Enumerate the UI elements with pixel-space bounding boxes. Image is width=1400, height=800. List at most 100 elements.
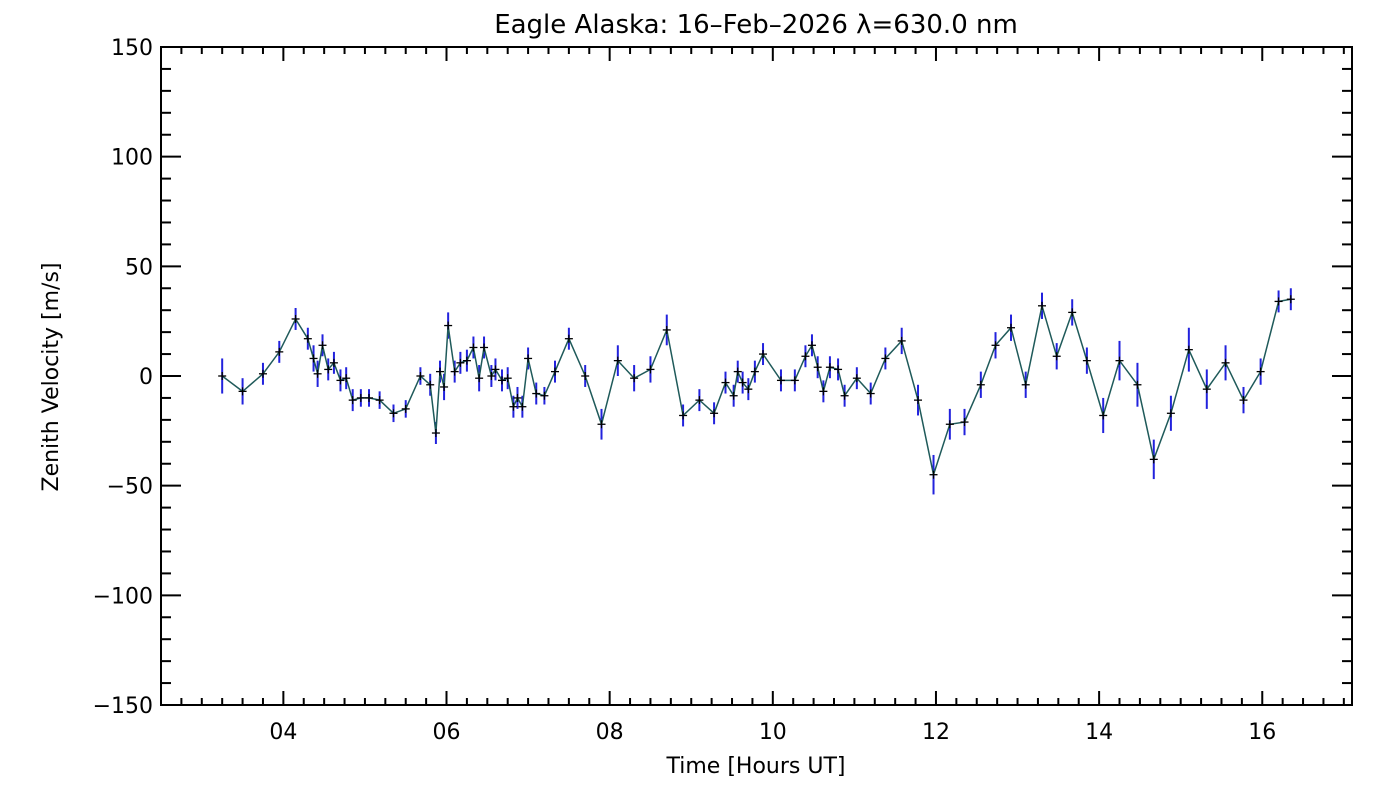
data-point: [819, 387, 828, 396]
y-tick-label: −100: [93, 584, 153, 609]
data-point: [275, 347, 284, 356]
data-point: [518, 402, 527, 411]
data-point: [435, 367, 444, 376]
data-point: [744, 385, 753, 394]
data-point: [389, 409, 398, 418]
data-point: [1115, 356, 1124, 365]
data-point: [462, 356, 471, 365]
data-point: [945, 420, 954, 429]
data-point: [416, 372, 425, 380]
data-point: [1256, 367, 1265, 376]
data-point: [581, 372, 590, 380]
data-point: [509, 402, 518, 411]
data-point: [238, 387, 247, 396]
data-point: [729, 391, 738, 400]
data-point: [1099, 411, 1108, 420]
data-point: [1202, 385, 1211, 394]
data-point: [1038, 301, 1047, 310]
data-point: [356, 393, 365, 402]
data-point: [1052, 352, 1061, 361]
data-point: [324, 365, 333, 374]
data-point: [866, 389, 875, 398]
data-point: [825, 363, 834, 372]
data-point: [852, 374, 861, 383]
data-point: [303, 334, 312, 343]
data-point: [1221, 358, 1230, 367]
data-point: [450, 367, 459, 376]
data-point: [426, 380, 435, 389]
data-point: [218, 372, 227, 380]
error-bars: [221, 288, 1292, 495]
data-point: [503, 374, 512, 383]
data-point: [807, 341, 816, 350]
data-point: [513, 393, 522, 402]
x-tick-label: 12: [922, 720, 950, 745]
data-point: [710, 409, 719, 418]
data-point: [630, 374, 639, 383]
data-point: [497, 376, 506, 385]
data-point: [551, 367, 560, 376]
x-tick-label: 14: [1085, 720, 1113, 745]
data-point: [840, 391, 849, 400]
data-point: [532, 389, 541, 398]
y-tick-label: −150: [93, 694, 153, 719]
x-axis-label: Time [Hours UT]: [666, 754, 846, 779]
data-point: [431, 429, 440, 438]
data-point: [776, 376, 785, 385]
data-point: [1166, 409, 1175, 418]
data-point: [1021, 380, 1030, 389]
data-point: [469, 343, 478, 352]
data-point: [309, 354, 318, 363]
data-point: [738, 378, 747, 387]
data-point: [444, 321, 453, 330]
y-axis-label: Zenith Velocity [m/s]: [39, 263, 64, 492]
axis-ticks: [160, 46, 1352, 706]
data-point: [313, 369, 322, 378]
data-point: [1007, 323, 1016, 332]
data-point: [375, 396, 384, 405]
data-point: [801, 352, 810, 361]
data-point: [1286, 295, 1295, 304]
data-point: [976, 380, 985, 389]
x-tick-label: 08: [596, 720, 624, 745]
data-point: [491, 365, 500, 374]
data-point: [790, 376, 799, 385]
data-point: [348, 396, 357, 405]
data-point: [524, 354, 533, 363]
data-point: [662, 325, 671, 334]
data-point: [613, 356, 622, 365]
data-point: [1274, 297, 1283, 306]
data-point: [318, 341, 327, 350]
data-point: [646, 365, 655, 374]
data-markers: [218, 295, 1295, 479]
data-point: [750, 367, 759, 376]
data-point: [480, 343, 489, 352]
x-tick-label: 04: [269, 720, 297, 745]
series-line-layer: [221, 298, 1291, 478]
data-point: [440, 382, 449, 391]
y-tick-label: 100: [111, 146, 153, 171]
data-point: [401, 404, 410, 413]
data-point: [1082, 356, 1091, 365]
y-tick-label: 50: [125, 255, 153, 280]
data-point: [540, 391, 549, 400]
data-point: [365, 393, 374, 402]
data-point: [1239, 396, 1248, 405]
data-point: [914, 396, 923, 405]
y-tick-label: 150: [111, 36, 153, 61]
y-tick-label: 0: [139, 365, 153, 390]
x-tick-label: 10: [759, 720, 787, 745]
data-point: [834, 365, 843, 374]
data-point: [991, 341, 1000, 350]
data-point: [291, 314, 300, 323]
chart-title: Eagle Alaska: 16–Feb–2026 λ=630.0 nm: [494, 10, 1018, 40]
data-point: [329, 358, 338, 367]
data-point: [1184, 345, 1193, 354]
data-point: [759, 350, 768, 359]
data-point: [487, 372, 496, 380]
data-point: [813, 363, 822, 372]
data-point: [564, 334, 573, 343]
x-tick-label: 06: [433, 720, 461, 745]
data-point: [342, 374, 351, 383]
